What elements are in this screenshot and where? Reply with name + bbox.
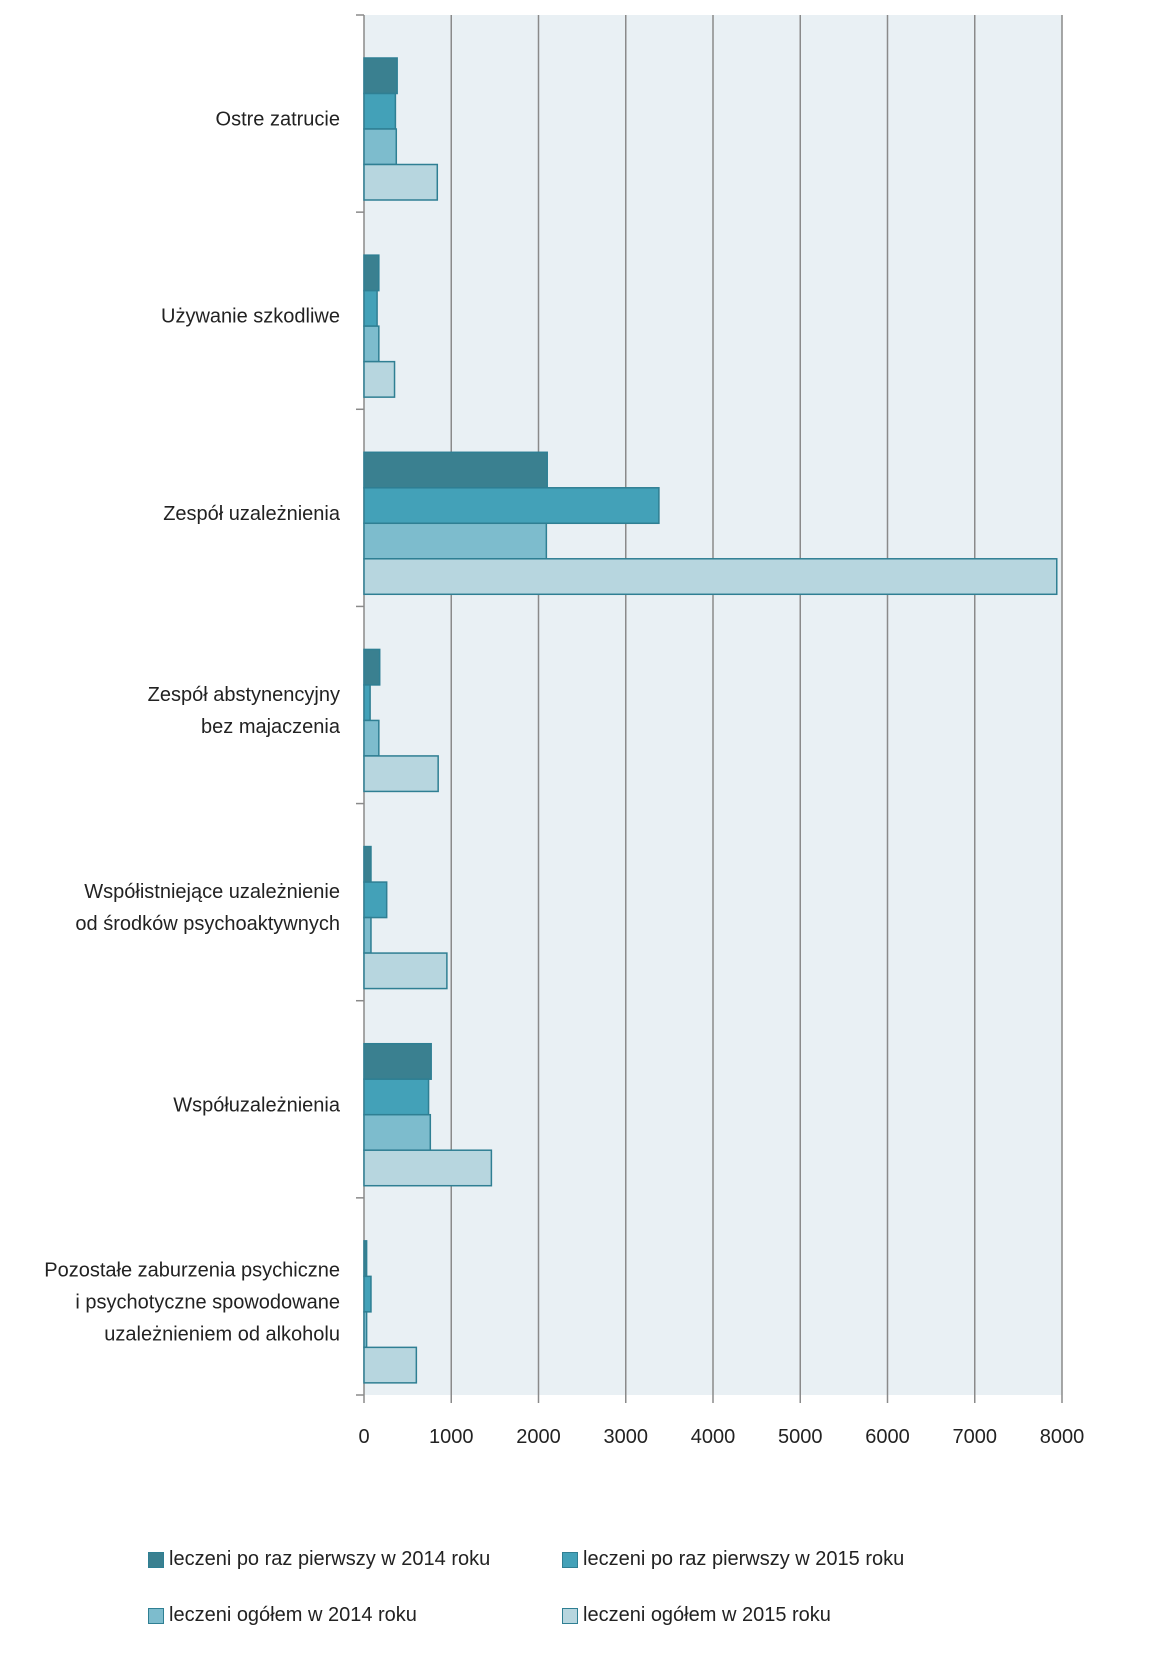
legend-item: leczeni po raz pierwszy w 2014 roku <box>148 1548 490 1571</box>
category-label: od środków psychoaktywnych <box>75 913 340 935</box>
bar <box>363 1042 432 1080</box>
x-tick-label: 3000 <box>604 1426 649 1448</box>
bar <box>363 1113 432 1151</box>
category-label: Współistniejące uzależnienie <box>84 881 340 903</box>
x-tick-label: 6000 <box>865 1426 910 1448</box>
bar <box>363 522 548 560</box>
bar <box>363 1311 368 1349</box>
x-tick-label: 7000 <box>953 1426 998 1448</box>
x-tick-label: 2000 <box>516 1426 561 1448</box>
legend-swatch <box>562 1607 578 1624</box>
category-label: Pozostałe zaburzenia psychiczne <box>44 1259 340 1281</box>
category-label: Używanie szkodliwe <box>161 306 340 328</box>
legend-item: leczeni ogółem w 2015 roku <box>562 1604 831 1627</box>
category-label: Współuzależnienia <box>173 1094 341 1116</box>
x-tick-label: 8000 <box>1040 1426 1085 1448</box>
bar <box>363 325 380 363</box>
bar <box>363 1275 372 1313</box>
category-label: Zespół uzależnienia <box>163 503 341 525</box>
bar <box>363 916 372 954</box>
legend-label: leczeni po raz pierwszy w 2015 roku <box>583 1548 905 1570</box>
x-tick-label: 5000 <box>778 1426 823 1448</box>
legend-swatch <box>148 1551 164 1568</box>
category-label: Ostre zatrucie <box>216 109 340 131</box>
bar <box>363 1078 430 1116</box>
bar <box>363 684 371 722</box>
bar <box>363 881 388 919</box>
bar <box>363 845 372 883</box>
legend-item: leczeni ogółem w 2014 roku <box>148 1604 417 1627</box>
x-tick-label: 1000 <box>429 1426 474 1448</box>
bar <box>363 128 398 166</box>
category-label: uzależnieniem od alkoholu <box>104 1323 340 1345</box>
legend-item: leczeni po raz pierwszy w 2015 roku <box>562 1548 904 1571</box>
bar <box>363 1346 418 1384</box>
bar <box>363 952 448 990</box>
x-tick-label: 0 <box>358 1426 369 1448</box>
category-label: bez majaczenia <box>201 716 341 738</box>
bar <box>363 755 439 793</box>
bar <box>363 254 380 292</box>
bar <box>363 451 548 489</box>
legend-label: leczeni ogółem w 2014 roku <box>169 1604 417 1626</box>
bar <box>363 558 1058 596</box>
category-label: i psychotyczne spowodowane <box>75 1291 340 1313</box>
bar <box>363 360 396 398</box>
legend-swatch <box>148 1607 164 1624</box>
bar <box>363 163 439 201</box>
bar <box>363 57 398 95</box>
bar <box>363 289 378 327</box>
bar <box>363 92 397 130</box>
bar <box>363 487 660 525</box>
bar <box>363 1149 493 1187</box>
bar <box>363 648 381 686</box>
bar <box>363 719 380 757</box>
legend-swatch <box>562 1551 578 1568</box>
category-label: Zespół abstynencyjny <box>148 684 340 706</box>
legend-label: leczeni ogółem w 2015 roku <box>583 1604 831 1626</box>
legend-label: leczeni po raz pierwszy w 2014 roku <box>169 1548 491 1570</box>
bar <box>363 1240 368 1278</box>
x-tick-label: 4000 <box>691 1426 736 1448</box>
